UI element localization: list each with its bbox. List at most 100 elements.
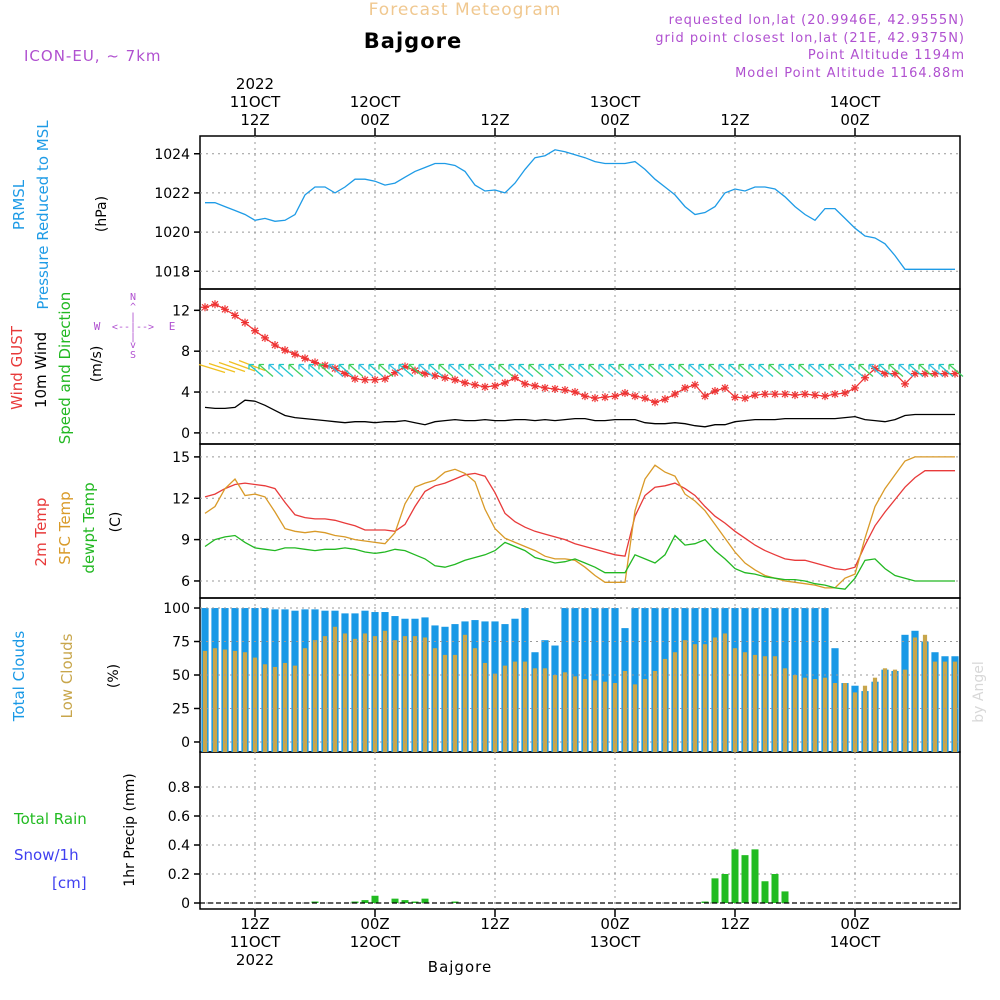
bottom-time-label: 00Z	[600, 915, 629, 933]
wind-direction-arrow	[498, 363, 514, 377]
sfc-temp-label: SFC Temp	[56, 491, 74, 564]
model-altitude: Model Point Altitude 1164.88m	[735, 66, 965, 81]
total-cloud-bar	[601, 608, 609, 752]
gust-marker	[441, 373, 449, 382]
low-cloud-bar	[452, 654, 458, 752]
gust-marker	[571, 388, 579, 397]
wind-direction-arrow	[378, 363, 394, 377]
gust-line	[204, 303, 955, 403]
gust-marker	[721, 383, 729, 392]
bottom-time-label: 00Z	[840, 915, 869, 933]
low-cloud-bar	[202, 650, 208, 752]
wind-direction-arrow	[638, 363, 654, 377]
rain-bar	[391, 898, 399, 903]
low-cloud-bar	[862, 685, 868, 752]
dewpt-label: dewpt Temp	[80, 482, 98, 573]
gust-marker	[291, 350, 299, 359]
pressure-labels: PRMSL Pressure Reduced to MSL (hPa)	[10, 120, 110, 310]
gust-marker	[361, 375, 369, 384]
wind-direction-arrow	[678, 363, 694, 377]
y-tick-label: 0	[181, 735, 190, 751]
low-cloud-bar	[432, 648, 438, 752]
gust-marker	[871, 364, 879, 373]
model-label: ICON-EU, ~ 7km	[24, 47, 162, 65]
top-time-label: 12Z	[720, 111, 749, 129]
wind-direction-arrow	[208, 362, 236, 373]
location-title: Bajgore	[364, 29, 462, 53]
low-cloud-bar	[822, 677, 828, 752]
low-cloud-bar	[302, 648, 308, 752]
wind-direction-arrow	[298, 363, 314, 377]
low-cloud-bar	[462, 634, 468, 752]
gust-marker	[321, 361, 329, 370]
cloud-labels: Total Clouds Low Clouds (%)	[10, 631, 122, 723]
wind-direction-arrow	[668, 363, 684, 377]
wind-direction-arrow	[238, 359, 266, 372]
wind-direction-arrow	[938, 363, 954, 377]
wind-direction-arrow	[698, 363, 714, 377]
gust-marker	[551, 384, 559, 393]
compass-west: W	[94, 320, 101, 333]
wind-direction-arrow	[808, 363, 824, 377]
gust-marker	[211, 300, 219, 309]
wind-direction-arrow	[358, 363, 374, 377]
low-cloud-bar	[812, 679, 818, 752]
gust-marker	[951, 369, 959, 378]
gust-marker	[821, 392, 829, 401]
top-time-label: 2022	[236, 75, 274, 93]
wind-direction-arrow	[418, 363, 434, 377]
wind-direction-arrow	[948, 363, 964, 377]
bottom-time-label: 12Z	[480, 915, 509, 933]
wind-direction-arrow	[898, 363, 914, 377]
wind-direction-arrow	[338, 363, 354, 377]
gust-marker	[531, 381, 539, 390]
low-cloud-bar	[672, 652, 678, 752]
wind-direction-arrow	[428, 363, 444, 377]
point-altitude: Point Altitude 1194m	[808, 48, 965, 63]
gust-marker	[271, 341, 279, 350]
gust-marker	[811, 391, 819, 400]
gust-marker	[421, 369, 429, 378]
bottom-time-label: 14OCT	[830, 933, 881, 951]
y-tick-label: 12	[172, 303, 190, 319]
product-title: Forecast Meteogram	[369, 0, 562, 20]
low-cloud-bar	[482, 662, 488, 752]
low-cloud-bar	[542, 668, 548, 752]
gust-marker	[661, 395, 669, 404]
requested-point: requested lon,lat (20.9946E, 42.9555N)	[669, 13, 965, 28]
gust-marker	[621, 389, 629, 398]
wind-direction-arrow	[928, 363, 944, 377]
gust-marker	[741, 394, 749, 403]
y-tick-label: 0.4	[168, 838, 190, 854]
gust-marker	[601, 393, 609, 402]
gust-marker	[901, 379, 909, 388]
gust-marker	[251, 326, 259, 335]
wind-direction-arrow	[308, 363, 324, 377]
low-cloud-bar	[932, 661, 938, 752]
low-cloud-bar	[622, 670, 628, 752]
gust-label: Wind GUST	[8, 325, 26, 410]
top-time-label: 11OCT	[230, 93, 281, 111]
low-cloud-bar	[762, 656, 768, 752]
low-cloud-bar	[852, 692, 858, 752]
low-cloud-bar	[562, 672, 568, 752]
gust-marker	[371, 375, 379, 384]
precip-panel: 0 0.2 0.4 0.6 0.8	[168, 780, 960, 912]
rain-bar	[721, 874, 729, 903]
rain-bar	[371, 895, 379, 903]
total-clouds-label: Total Clouds	[10, 631, 28, 723]
low-cloud-bar	[692, 644, 698, 752]
top-time-label: 12OCT	[350, 93, 401, 111]
rain-bar	[731, 849, 739, 903]
gust-marker	[241, 318, 249, 327]
gust-marker	[891, 369, 899, 378]
rain-bar	[751, 849, 759, 903]
gust-marker	[671, 390, 679, 399]
wind-direction-arrow	[618, 363, 634, 377]
gust-marker	[301, 354, 309, 363]
rain-bar	[401, 900, 409, 903]
low-cloud-bar	[682, 640, 688, 752]
svg-text:|: |	[130, 312, 136, 323]
wind-direction-arrow	[248, 363, 264, 377]
low-cloud-bar	[292, 665, 298, 752]
